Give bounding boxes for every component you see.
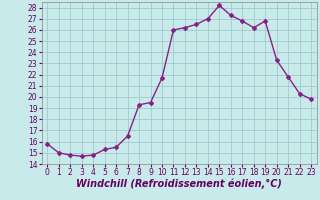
X-axis label: Windchill (Refroidissement éolien,°C): Windchill (Refroidissement éolien,°C) [76,179,282,189]
